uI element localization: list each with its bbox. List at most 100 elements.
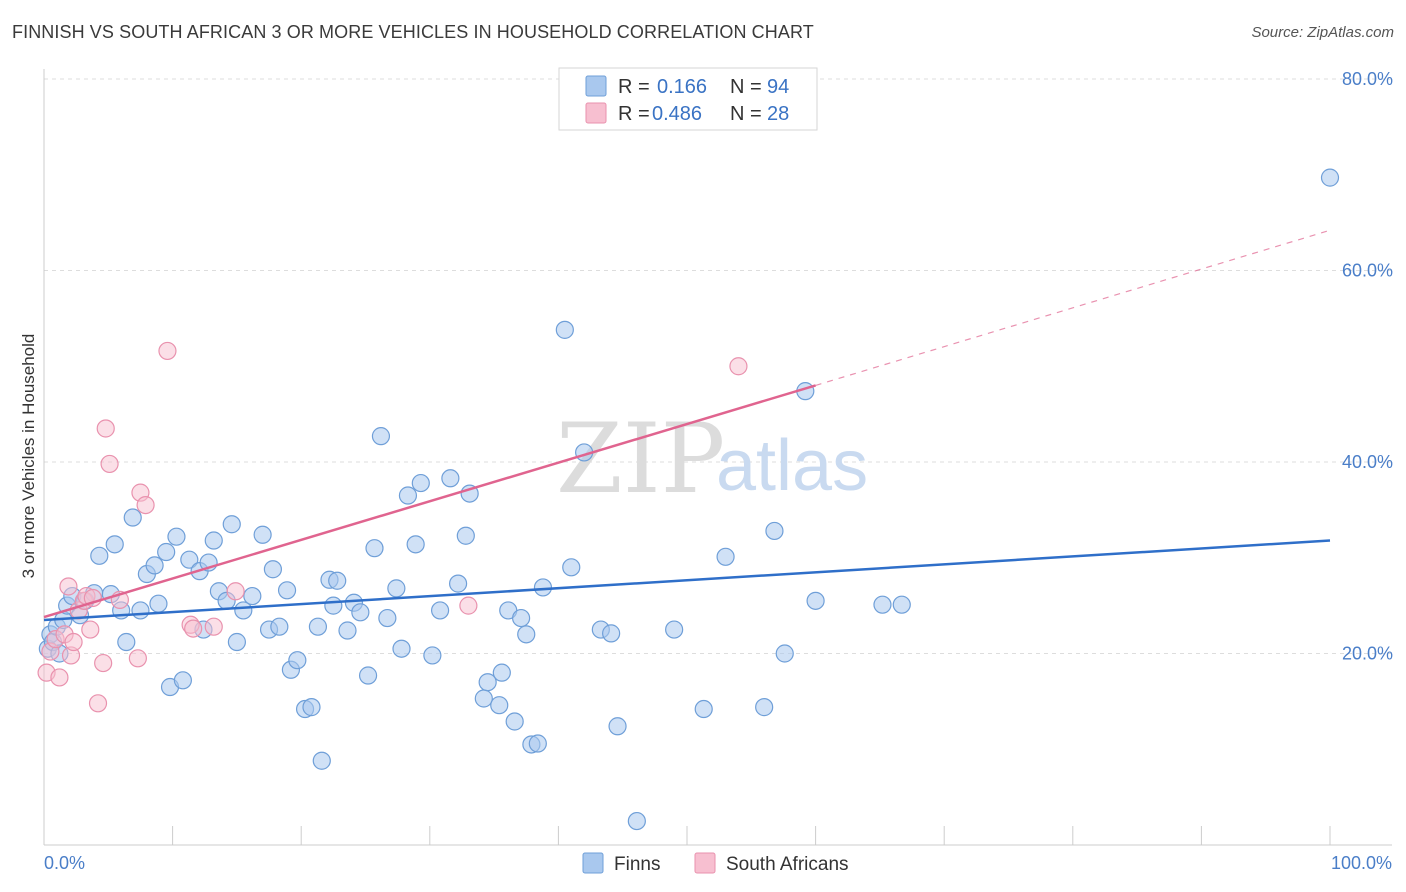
point-finns: [227, 632, 246, 652]
point-finns: [277, 581, 297, 600]
point-south-africans: [88, 694, 108, 713]
point-south-africans: [729, 357, 748, 376]
y-tick-label: 20.0%: [1342, 644, 1393, 664]
point-finns: [131, 601, 150, 620]
point-south-africans: [81, 620, 100, 639]
grid-lines: [44, 78, 1392, 654]
point-finns: [456, 526, 475, 545]
point-finns: [173, 671, 192, 690]
legend-sa-n-label: N =: [730, 103, 762, 125]
point-south-africans: [96, 419, 115, 438]
point-finns: [406, 535, 425, 554]
legend: R = 0.166 N = 94 R = 0.486 N = 28: [558, 67, 818, 131]
point-finns: [441, 469, 460, 488]
point-finns: [806, 591, 825, 610]
point-finns: [351, 603, 370, 622]
point-finns: [157, 542, 176, 562]
legend-finns-n-value: 94: [767, 76, 789, 98]
point-finns: [517, 625, 536, 644]
point-finns: [243, 586, 262, 606]
trend-line-south-africans: [43, 384, 816, 619]
point-finns: [117, 632, 136, 652]
point-south-africans: [128, 649, 147, 668]
source-label: Source: ZipAtlas.com: [1251, 24, 1394, 41]
point-finns: [392, 639, 411, 658]
point-finns: [378, 608, 397, 628]
point-finns: [694, 699, 713, 719]
point-finns: [365, 539, 384, 558]
legend-sa-r-label: R =: [618, 103, 650, 125]
point-finns: [775, 644, 794, 663]
x-tick-label-min: 0.0%: [44, 853, 85, 873]
point-finns: [90, 546, 109, 565]
chart-title: FINNISH VS SOUTH AFRICAN 3 OR MORE VEHIC…: [12, 22, 814, 42]
point-finns: [253, 525, 272, 544]
legend-swatch-finns: [585, 75, 607, 97]
point-finns: [665, 620, 684, 639]
point-south-africans: [158, 341, 177, 361]
point-finns: [512, 608, 531, 628]
watermark-atlas: atlas: [716, 426, 868, 506]
bottom-legend-swatch-south-africans: [694, 852, 716, 874]
point-south-africans: [59, 577, 78, 596]
point-finns: [430, 601, 450, 620]
point-finns: [338, 621, 357, 640]
point-finns: [270, 617, 289, 636]
point-finns: [478, 673, 497, 692]
point-south-africans: [136, 495, 155, 515]
point-finns: [528, 734, 547, 753]
legend-sa-n-value: 28: [767, 103, 789, 125]
point-finns: [411, 473, 430, 493]
point-finns: [505, 712, 524, 731]
point-finns: [288, 651, 307, 670]
legend-finns-r-value: 0.166: [657, 76, 707, 98]
point-finns: [302, 698, 321, 717]
point-finns: [167, 527, 186, 546]
trend-lines: [43, 229, 1331, 622]
point-finns: [324, 596, 343, 615]
legend-sa-r-value: 0.486: [652, 103, 702, 125]
point-finns: [533, 578, 553, 597]
axes: 20.0% 40.0% 60.0% 80.0% 0.0% 100.0%: [43, 69, 1393, 873]
x-tick-label-max: 100.0%: [1331, 853, 1392, 873]
point-finns: [765, 521, 784, 541]
series-south-africans-points: [37, 341, 748, 713]
point-finns: [1320, 168, 1340, 187]
legend-swatch-south-africans: [585, 102, 607, 124]
legend-finns-r-label: R =: [618, 76, 650, 98]
point-finns: [627, 811, 646, 831]
trend-line-south-africans-extension: [815, 229, 1331, 386]
point-finns: [873, 595, 892, 614]
point-south-africans: [64, 632, 83, 652]
point-finns: [398, 486, 418, 505]
point-finns: [123, 508, 142, 527]
point-finns: [387, 579, 406, 598]
point-finns: [892, 595, 911, 614]
point-finns: [308, 617, 328, 636]
point-finns: [180, 550, 199, 569]
point-finns: [204, 531, 223, 550]
point-finns: [371, 427, 391, 446]
point-finns: [555, 320, 574, 339]
point-finns: [602, 624, 621, 643]
point-finns: [149, 594, 168, 613]
bottom-legend-south-africans: South Africans: [726, 854, 849, 875]
point-finns: [490, 696, 509, 715]
point-finns: [105, 535, 124, 554]
point-finns: [755, 698, 774, 717]
point-finns: [716, 547, 735, 566]
bottom-legend-finns: Finns: [614, 854, 660, 875]
point-finns: [608, 717, 627, 736]
point-finns: [448, 574, 468, 593]
point-finns: [358, 666, 378, 685]
bottom-legend-swatch-finns: [582, 852, 604, 874]
point-finns: [328, 571, 347, 590]
y-tick-label: 60.0%: [1342, 261, 1393, 281]
series-finns-points: [38, 168, 1340, 831]
point-south-africans: [100, 454, 119, 474]
y-tick-label: 80.0%: [1342, 69, 1393, 89]
point-south-africans: [226, 582, 245, 601]
y-tick-label: 40.0%: [1342, 452, 1393, 472]
point-south-africans: [459, 596, 478, 615]
